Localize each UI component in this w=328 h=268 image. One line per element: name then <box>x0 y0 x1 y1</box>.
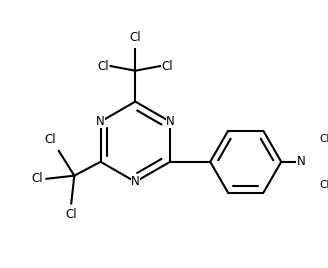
Text: Cl: Cl <box>162 59 173 73</box>
Text: CH₃: CH₃ <box>319 180 328 190</box>
Text: Cl: Cl <box>65 208 77 221</box>
Text: N: N <box>166 115 174 128</box>
Text: N: N <box>297 155 306 168</box>
Text: Cl: Cl <box>32 172 43 185</box>
Text: Cl: Cl <box>44 133 56 146</box>
Text: Cl: Cl <box>130 31 141 44</box>
Text: CH₃: CH₃ <box>319 134 328 144</box>
Text: Cl: Cl <box>97 59 109 73</box>
Text: N: N <box>96 115 105 128</box>
Text: N: N <box>131 175 140 188</box>
